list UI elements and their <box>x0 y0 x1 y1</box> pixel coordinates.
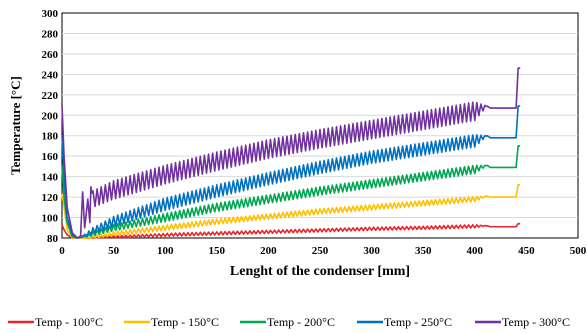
y-tick-label: 120 <box>42 192 59 204</box>
series-layer <box>62 68 520 238</box>
y-tick-label: 280 <box>42 28 59 40</box>
x-tick-label: 100 <box>157 245 174 257</box>
x-tick-label: 350 <box>415 245 432 257</box>
x-tick-label: 450 <box>518 245 535 257</box>
y-tick-label: 260 <box>42 49 59 61</box>
plot-area-border <box>62 13 578 238</box>
x-tick-label: 300 <box>363 245 380 257</box>
y-tick-label: 80 <box>47 233 59 245</box>
x-axis-title: Lenght of the condenser [mm] <box>230 264 410 279</box>
x-tick-label: 250 <box>312 245 329 257</box>
x-tick-label: 400 <box>467 245 484 257</box>
x-tick-label: 150 <box>209 245 226 257</box>
y-tick-label: 300 <box>42 8 59 20</box>
legend: Temp - 100°C Temp - 150°C Temp - 200°C Temp… <box>8 315 570 329</box>
y-axis-title: Temperature [°C] <box>8 76 23 175</box>
legend-label: Temp - 250°C <box>384 315 452 329</box>
legend-label: Temp - 150°C <box>151 315 219 329</box>
y-axis-ticks: 80 100 120 140 160 180 200 220 240 260 280 300 <box>42 8 59 245</box>
y-tick-label: 240 <box>42 69 59 81</box>
legend-label: Temp - 300°C <box>502 315 570 329</box>
y-tick-label: 220 <box>42 90 59 102</box>
x-tick-label: 0 <box>59 245 65 257</box>
legend-label: Temp - 200°C <box>267 315 335 329</box>
y-tick-label: 200 <box>42 110 59 122</box>
x-axis-ticks: 0 50 100 150 200 250 300 350 400 450 500 <box>59 245 587 257</box>
y-tick-label: 180 <box>42 131 59 143</box>
series-line-3 <box>62 146 520 238</box>
y-tick-label: 160 <box>42 151 59 163</box>
y-tick-label: 140 <box>42 172 59 184</box>
y-tick-label: 100 <box>42 213 59 225</box>
x-tick-label: 200 <box>260 245 277 257</box>
x-tick-label: 50 <box>108 245 120 257</box>
x-tick-label: 500 <box>570 245 587 257</box>
legend-label: Temp - 100°C <box>35 315 103 329</box>
